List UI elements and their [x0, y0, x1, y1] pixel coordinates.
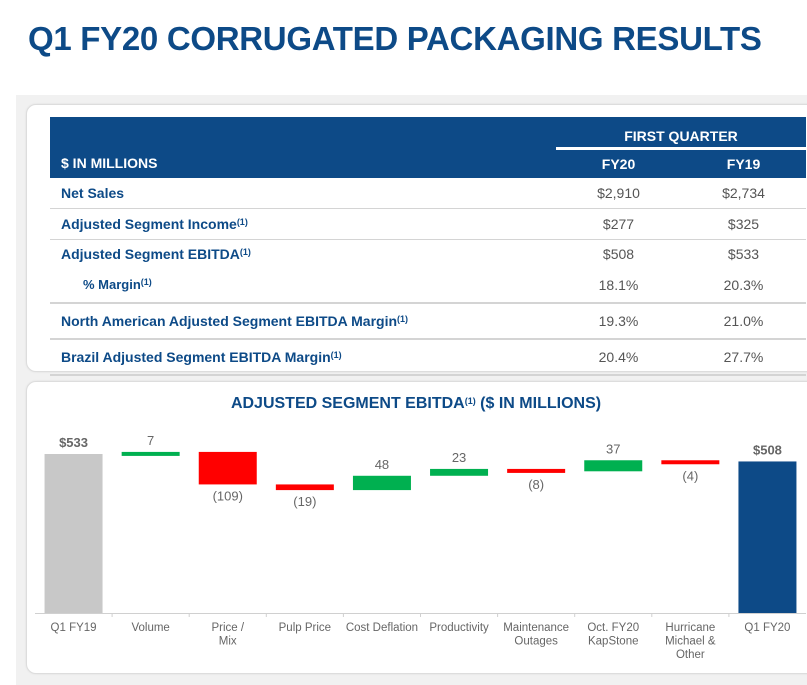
x-tick-label: Maintenance — [503, 622, 569, 634]
row-label: Net Sales — [61, 185, 125, 201]
cell-fy20: $508 — [602, 245, 635, 262]
chart-title-text: ADJUSTED SEGMENT EBITDA — [230, 395, 465, 412]
x-tick-label: Oct. FY20 — [587, 622, 639, 634]
row-label: Brazil Adjusted Segment EBITDA Margin — [61, 348, 331, 365]
bar-productivity — [430, 468, 489, 476]
data-label: 7 — [147, 433, 154, 448]
cell-fy19: $533 — [727, 245, 760, 262]
bar-q1-fy19 — [44, 454, 103, 613]
x-tick-label: Michael & — [665, 636, 716, 648]
row-label: North American Adjusted Segment EBITDA M… — [61, 312, 398, 329]
group-header: FIRST QUARTER — [556, 117, 806, 150]
row-label: Adjusted Segment Income — [61, 216, 237, 232]
bar-oct-fy20-kapstone — [584, 460, 643, 472]
units-label: $ IN MILLIONS — [61, 155, 158, 172]
x-tick-label: Hurricane — [665, 622, 715, 634]
footnote-marker: (1) — [464, 396, 476, 406]
cell-fy19: 21.0% — [681, 302, 806, 340]
cell-fy19: $2,734 — [681, 178, 806, 209]
table-row: Adjusted Segment Income(1) $277 $325 — [50, 208, 806, 240]
data-label: (8) — [528, 477, 544, 492]
x-tick-label: Mix — [219, 636, 237, 648]
data-label: (19) — [293, 494, 316, 509]
cell-fy19: 20.3% — [681, 267, 806, 304]
x-tick-label: Q1 FY19 — [51, 622, 97, 634]
results-table: FIRST QUARTER $ IN MILLIONS FY20 FY19 Ne… — [50, 117, 806, 376]
cell-fy20: $277 — [556, 208, 681, 240]
cell-fy19: 27.7% — [681, 338, 806, 376]
data-label: 23 — [452, 450, 466, 465]
bar-cost-deflation — [352, 475, 411, 491]
column-header-fy20: FY20 — [601, 156, 636, 172]
table-row: Brazil Adjusted Segment EBITDA Margin(1)… — [50, 338, 806, 376]
x-tick-label: Other — [676, 649, 705, 661]
bar-maintenance-outages — [507, 468, 566, 473]
footnote-marker: (1) — [236, 217, 248, 227]
chart-title: ADJUSTED SEGMENT EBITDA(1) ($ IN MILLION… — [0, 395, 807, 413]
footnote-marker: (1) — [140, 277, 152, 287]
cell-fy19: $325 — [681, 208, 806, 240]
bar-price-mix — [198, 451, 257, 485]
table-row: % Margin(1) 18.1% 20.3% — [50, 267, 806, 304]
x-tick-label: Volume — [131, 622, 169, 634]
row-label: Adjusted Segment EBITDA — [61, 245, 240, 262]
bar-volume — [121, 451, 180, 456]
table-row: North American Adjusted Segment EBITDA M… — [50, 302, 806, 340]
data-label: $508 — [753, 442, 782, 457]
data-label: 37 — [606, 441, 620, 456]
row-label: % Margin — [83, 277, 141, 292]
bar-q1-fy20 — [738, 461, 797, 613]
footnote-marker: (1) — [397, 313, 409, 324]
column-header-fy19: FY19 — [726, 156, 761, 172]
cell-fy20: 18.1% — [556, 267, 681, 304]
data-label: (4) — [682, 468, 698, 483]
table-row: Net Sales $2,910 $2,734 — [50, 178, 806, 209]
x-tick-label: Outages — [514, 636, 558, 648]
bar-pulp-price — [275, 484, 334, 491]
footnote-marker: (1) — [239, 246, 251, 257]
data-label: 48 — [375, 457, 389, 472]
x-tick-label: Productivity — [429, 622, 489, 634]
x-tick-label: Price / — [211, 622, 244, 634]
data-label: (109) — [213, 488, 243, 503]
data-label: $533 — [59, 435, 88, 450]
page-title: Q1 FY20 CORRUGATED PACKAGING RESULTS — [28, 20, 762, 57]
cell-fy20: 20.4% — [556, 338, 681, 376]
x-tick-label: Cost Deflation — [346, 622, 418, 634]
bar-hurricane-michael-other — [661, 460, 720, 465]
table-row: Adjusted Segment EBITDA(1) $508 $533 — [50, 240, 806, 268]
x-tick-label: KapStone — [588, 636, 639, 648]
x-tick-label: Q1 FY20 — [744, 622, 790, 634]
cell-fy20: $2,910 — [556, 178, 681, 209]
footnote-marker: (1) — [330, 349, 342, 360]
cell-fy20: 19.3% — [556, 302, 681, 340]
x-tick-label: Pulp Price — [279, 622, 331, 634]
chart-title-suffix: ($ IN MILLIONS) — [475, 395, 602, 412]
